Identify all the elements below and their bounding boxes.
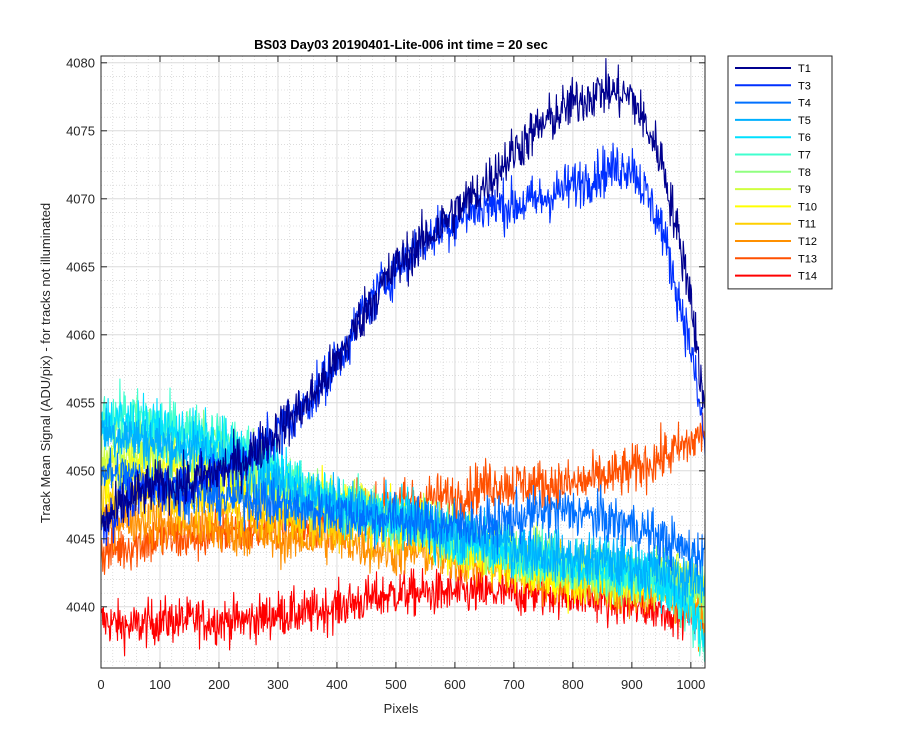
- legend: T1 T3 T4 T5 T6 T7 T8 T9 T10 T11 T12 T13 T14: [727, 55, 833, 290]
- x-tick-label: 500: [385, 677, 407, 692]
- x-tick-label: 200: [208, 677, 230, 692]
- y-tick-label: 4075: [66, 123, 95, 138]
- y-tick-label: 4045: [66, 531, 95, 546]
- x-tick-label: 700: [503, 677, 525, 692]
- y-tick-label: 4070: [66, 191, 95, 206]
- x-tick-label: 0: [97, 677, 104, 692]
- y-tick-label: 4080: [66, 55, 95, 70]
- x-tick-label: 900: [621, 677, 643, 692]
- x-tick-label: 300: [267, 677, 289, 692]
- legend-label-T12: T12: [798, 236, 817, 248]
- axes-box: [100, 55, 706, 669]
- y-tick-label: 4050: [66, 463, 95, 478]
- legend-label-T6: T6: [798, 132, 811, 144]
- x-tick-label: 1000: [676, 677, 705, 692]
- legend-label-T8: T8: [798, 167, 811, 179]
- x-tick-label: 800: [562, 677, 584, 692]
- legend-label-T14: T14: [798, 271, 817, 283]
- x-tick-label: 400: [326, 677, 348, 692]
- legend-label-T13: T13: [798, 253, 817, 265]
- legend-label-T11: T11: [798, 219, 816, 231]
- series-line-T5: [100, 407, 706, 608]
- legend-label-T9: T9: [798, 184, 811, 196]
- legend-label-T3: T3: [798, 80, 811, 92]
- axes: 0 100 200 300 400 500 600 700 800 900 1000 4040 4045…: [66, 55, 706, 692]
- chart-title: BS03 Day03 20190401-Lite-006 int time = …: [254, 37, 548, 52]
- legend-label-T4: T4: [798, 98, 811, 110]
- x-tick-label: 600: [444, 677, 466, 692]
- legend-label-T5: T5: [798, 115, 811, 127]
- legend-label-T7: T7: [798, 150, 811, 162]
- y-tick-label: 4065: [66, 259, 95, 274]
- y-tick-label: 4060: [66, 327, 95, 342]
- x-tick-label: 100: [149, 677, 171, 692]
- series-layer: [100, 57, 706, 663]
- legend-label-T10: T10: [798, 201, 817, 213]
- y-tick-label: 4055: [66, 395, 95, 410]
- y-tick-label: 4040: [66, 599, 95, 614]
- legend-label-T1: T1: [798, 63, 811, 75]
- y-axis-label: Track Mean Signal (ADU/pix) - for tracks…: [38, 203, 53, 523]
- x-axis-label: Pixels: [384, 701, 419, 716]
- series-line-T1: [100, 57, 706, 533]
